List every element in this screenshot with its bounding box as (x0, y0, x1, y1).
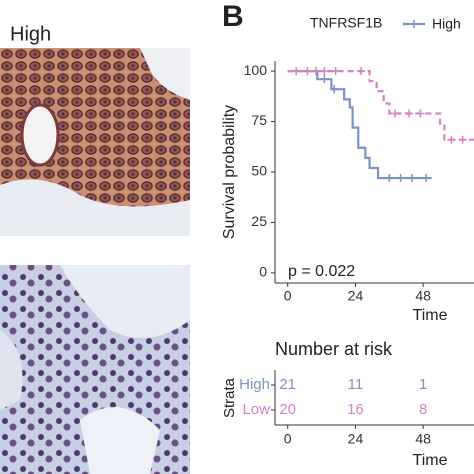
risk-count: 21 (279, 376, 296, 393)
risk-table-title: Number at risk (275, 339, 393, 359)
legend-label: High (432, 16, 461, 32)
x-tick-label: 0 (284, 288, 292, 304)
histology-image-bottom (0, 265, 190, 474)
y-tick-label: 0 (259, 264, 267, 280)
y-axis-label: Survival probability (221, 105, 238, 239)
risk-table-x-label: Time (413, 452, 448, 469)
x-axis-label: Time (413, 307, 448, 324)
x-tick-label: 48 (415, 288, 431, 304)
censor-mark (303, 67, 312, 76)
censor-mark (390, 109, 399, 118)
censor-mark (331, 67, 340, 76)
censor-mark (422, 174, 431, 183)
risk-count: 20 (279, 401, 296, 418)
panel-label: B (222, 0, 244, 33)
y-tick-label: 25 (251, 213, 267, 229)
image-label: High (10, 23, 51, 45)
survival-curve (287, 69, 474, 141)
risk-count: 11 (348, 376, 364, 393)
risk-x-tick-label: 24 (348, 431, 364, 447)
censor-mark (357, 67, 366, 76)
censor-mark (447, 135, 456, 144)
legend-title: TNFRSF1B (310, 15, 382, 31)
risk-count: 16 (347, 401, 364, 418)
risk-row-label: Low (242, 401, 270, 418)
risk-table-y-label: Strata (221, 377, 238, 418)
risk-count: 8 (419, 401, 427, 418)
censor-mark (311, 67, 320, 76)
censor-mark (405, 109, 414, 118)
censor-mark (385, 174, 394, 183)
censor-mark (458, 135, 467, 144)
risk-x-tick-label: 0 (284, 431, 292, 447)
p-value-annotation: p = 0.022 (288, 263, 355, 280)
y-tick-label: 100 (244, 62, 268, 78)
censor-mark (396, 174, 405, 183)
y-tick-label: 50 (251, 163, 267, 179)
censor-mark (416, 109, 425, 118)
histology-image-top (0, 48, 190, 236)
risk-row-label: High (239, 376, 270, 393)
risk-count: 1 (419, 376, 427, 393)
legend-swatch-censor (410, 20, 418, 28)
censor-mark (320, 75, 329, 84)
censor-mark (330, 85, 339, 94)
risk-x-tick-label: 48 (415, 431, 431, 447)
survival-curve (287, 69, 432, 180)
censor-mark (407, 174, 416, 183)
censor-mark (292, 67, 301, 76)
x-tick-label: 24 (348, 288, 364, 304)
censor-mark (320, 67, 329, 76)
y-tick-label: 75 (251, 112, 267, 128)
